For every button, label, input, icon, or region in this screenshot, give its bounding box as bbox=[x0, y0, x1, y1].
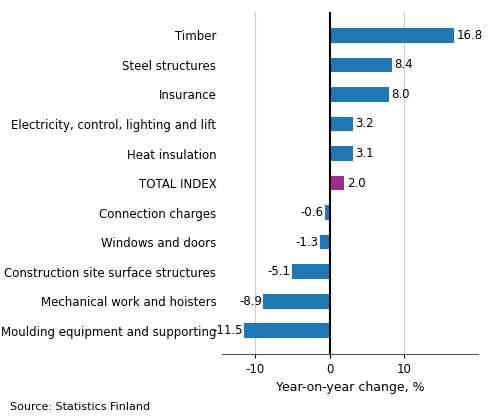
Text: 2.0: 2.0 bbox=[347, 176, 365, 190]
Text: 3.2: 3.2 bbox=[355, 117, 374, 131]
Bar bbox=[320, 235, 330, 250]
Text: -1.3: -1.3 bbox=[295, 235, 318, 249]
Text: 8.0: 8.0 bbox=[391, 88, 410, 101]
Text: 3.1: 3.1 bbox=[355, 147, 374, 160]
Bar bbox=[325, 205, 330, 220]
Text: Source: Statistics Finland: Source: Statistics Finland bbox=[10, 402, 150, 412]
Text: -8.9: -8.9 bbox=[239, 295, 262, 308]
Text: 8.4: 8.4 bbox=[394, 58, 413, 72]
Bar bbox=[244, 323, 330, 338]
Bar bbox=[292, 264, 330, 279]
Bar bbox=[330, 116, 353, 131]
Bar bbox=[263, 294, 330, 309]
Bar bbox=[330, 146, 352, 161]
X-axis label: Year-on-year change, %: Year-on-year change, % bbox=[276, 381, 424, 394]
Text: -0.6: -0.6 bbox=[301, 206, 323, 219]
Bar bbox=[330, 87, 389, 102]
Bar bbox=[330, 57, 392, 72]
Text: 16.8: 16.8 bbox=[457, 29, 483, 42]
Bar bbox=[330, 176, 345, 191]
Text: -11.5: -11.5 bbox=[212, 324, 243, 337]
Text: -5.1: -5.1 bbox=[267, 265, 290, 278]
Bar bbox=[330, 28, 455, 43]
